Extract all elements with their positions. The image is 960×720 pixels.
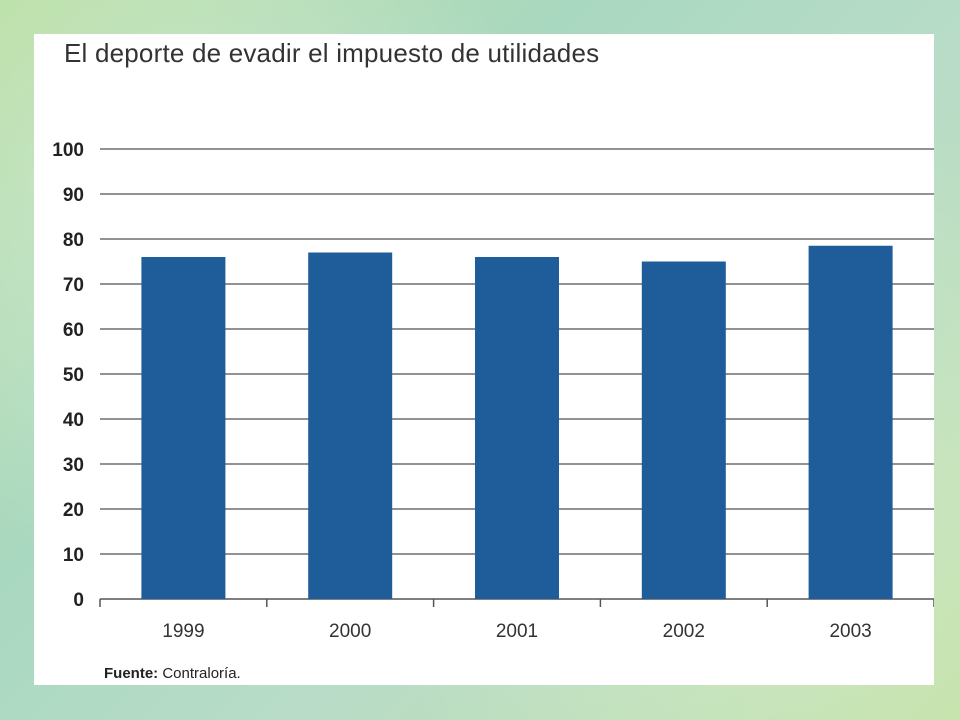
y-tick-label-30: 30 [63,455,84,476]
x-tick-label-2003: 2003 [829,621,871,642]
source-text: Contraloría. [162,665,241,682]
y-tick-label-60: 60 [63,320,84,341]
chart-panel: El deporte de evadir el impuesto de util… [34,34,934,685]
y-tick-label-80: 80 [63,230,84,251]
bar-2002 [641,261,726,599]
y-tick-label-90: 90 [63,185,84,206]
bar-chart: 0 10 20 30 40 50 60 70 80 90 100 1999 2000 2001 2002 20… [52,140,934,642]
x-tick-label-1999: 1999 [162,621,204,642]
y-tick-label-70: 70 [63,275,84,296]
x-tick-label-2002: 2002 [663,621,705,642]
source-note: Fuente: Contraloría. [104,665,241,682]
source-label: Fuente: [104,665,159,682]
y-tick-label-40: 40 [63,410,84,431]
x-tick-label-2000: 2000 [329,621,371,642]
y-tick-label-0: 0 [73,590,84,611]
bar-1999 [141,257,226,599]
bar-2003 [808,245,893,599]
y-tick-label-20: 20 [63,500,84,521]
y-tick-label-50: 50 [63,365,84,386]
chart-title: El deporte de evadir el impuesto de util… [64,38,600,68]
bar-2001 [475,257,559,599]
y-tick-label-10: 10 [63,545,84,566]
x-tick-label-2001: 2001 [496,621,538,642]
y-tick-label-100: 100 [52,140,84,161]
bar-2000 [308,252,393,599]
